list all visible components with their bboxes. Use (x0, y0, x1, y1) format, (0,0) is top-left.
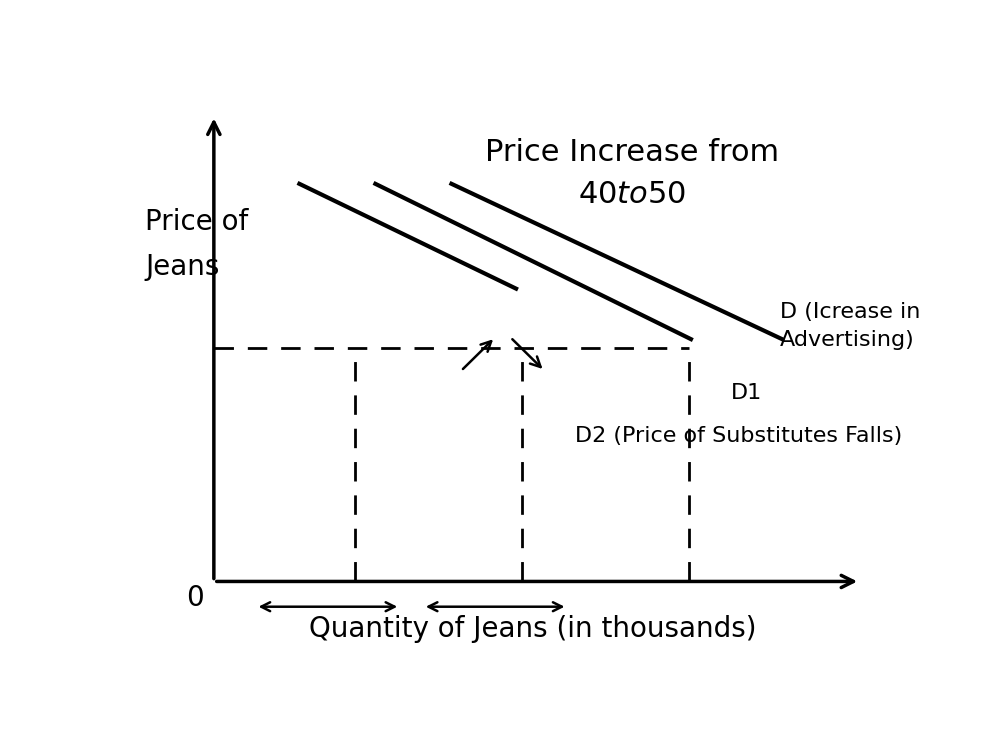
Text: Quantity of Jeans (in thousands): Quantity of Jeans (in thousands) (309, 615, 757, 643)
Text: D (Icrease in
Advertising): D (Icrease in Advertising) (780, 302, 920, 350)
Text: Price Increase from: Price Increase from (485, 138, 779, 167)
Text: D1: D1 (731, 383, 762, 403)
Text: D2 (Price of Substitutes Falls): D2 (Price of Substitutes Falls) (575, 426, 903, 445)
Text: Price of: Price of (145, 208, 248, 236)
Text: 0: 0 (186, 584, 204, 612)
Text: $40 to $50: $40 to $50 (578, 180, 686, 209)
Text: Jeans: Jeans (145, 253, 220, 281)
